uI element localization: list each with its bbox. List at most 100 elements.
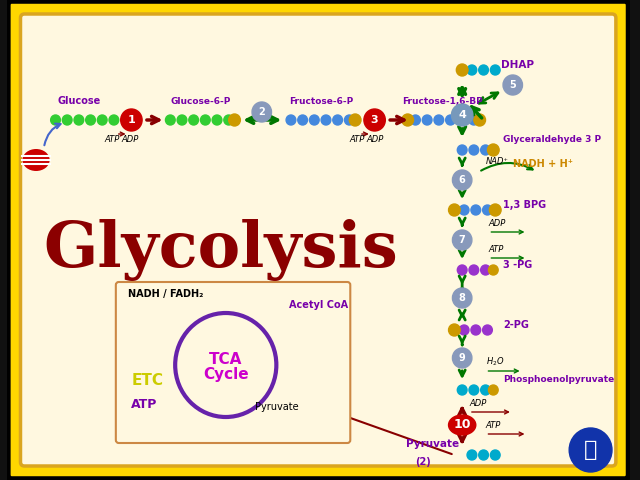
Circle shape [402, 114, 413, 126]
Circle shape [200, 115, 210, 125]
Text: DHAP: DHAP [501, 60, 534, 70]
Circle shape [294, 317, 303, 327]
Circle shape [289, 405, 299, 415]
Circle shape [212, 115, 222, 125]
Text: 2: 2 [259, 107, 265, 117]
Circle shape [469, 115, 479, 125]
Circle shape [471, 205, 481, 215]
Circle shape [321, 115, 331, 125]
Text: Phosphoenolpyruvate: Phosphoenolpyruvate [503, 375, 614, 384]
Circle shape [449, 324, 460, 336]
Circle shape [469, 385, 479, 395]
Text: Fructose-1,6-BP: Fructose-1,6-BP [402, 97, 483, 106]
Circle shape [479, 450, 488, 460]
Circle shape [252, 102, 271, 122]
Circle shape [411, 115, 420, 125]
Text: ATP: ATP [131, 398, 158, 411]
Circle shape [51, 115, 60, 125]
Circle shape [474, 114, 486, 126]
Circle shape [74, 115, 84, 125]
Circle shape [503, 75, 522, 95]
Circle shape [481, 145, 490, 155]
Circle shape [452, 348, 472, 368]
Text: 2-PG: 2-PG [503, 320, 529, 330]
Circle shape [177, 115, 187, 125]
Text: NAD⁺: NAD⁺ [486, 157, 508, 166]
Text: 6: 6 [459, 175, 465, 185]
Text: Pyruvate: Pyruvate [406, 439, 459, 449]
Text: ADP: ADP [122, 135, 139, 144]
Circle shape [490, 65, 500, 75]
Circle shape [298, 115, 307, 125]
Text: Glucose-6-P: Glucose-6-P [170, 97, 230, 106]
Text: 3 -PG: 3 -PG [503, 260, 532, 270]
Circle shape [62, 115, 72, 125]
FancyBboxPatch shape [20, 14, 616, 466]
Text: Cycle: Cycle [203, 368, 248, 383]
Text: ADP: ADP [469, 399, 486, 408]
Circle shape [189, 115, 198, 125]
Text: Acetyl CoA: Acetyl CoA [289, 300, 348, 310]
Ellipse shape [449, 415, 476, 435]
Circle shape [469, 265, 479, 275]
Circle shape [479, 65, 488, 75]
Text: 1,3 BPG: 1,3 BPG [503, 200, 546, 210]
Circle shape [458, 265, 467, 275]
Text: ATP: ATP [349, 135, 365, 144]
Circle shape [490, 204, 501, 216]
Circle shape [121, 109, 142, 131]
Text: NADH / FADH₂: NADH / FADH₂ [129, 289, 204, 299]
Circle shape [569, 428, 612, 472]
Circle shape [86, 115, 95, 125]
Circle shape [458, 115, 467, 125]
Circle shape [483, 205, 492, 215]
Circle shape [333, 115, 342, 125]
Circle shape [460, 205, 469, 215]
Circle shape [445, 115, 455, 125]
Circle shape [452, 230, 472, 250]
Text: NADH + H⁺: NADH + H⁺ [513, 159, 573, 169]
Circle shape [452, 288, 472, 308]
Circle shape [434, 115, 444, 125]
Circle shape [344, 115, 354, 125]
Text: $H_2O$: $H_2O$ [486, 356, 504, 369]
Text: 7: 7 [459, 235, 465, 245]
Circle shape [458, 385, 467, 395]
Text: ADP: ADP [488, 219, 506, 228]
Circle shape [305, 317, 316, 327]
Circle shape [349, 114, 361, 126]
Circle shape [488, 144, 499, 156]
Text: 5: 5 [509, 80, 516, 90]
Text: Fructose-6-P: Fructose-6-P [289, 97, 353, 106]
Text: 8: 8 [459, 293, 466, 303]
Circle shape [166, 115, 175, 125]
Circle shape [490, 450, 500, 460]
Text: ATP: ATP [104, 135, 120, 144]
Circle shape [309, 115, 319, 125]
Circle shape [458, 145, 467, 155]
Circle shape [467, 65, 477, 75]
FancyBboxPatch shape [8, 1, 628, 479]
Circle shape [449, 204, 460, 216]
Text: 𝓡: 𝓡 [584, 440, 597, 460]
Text: 1: 1 [127, 115, 135, 125]
Circle shape [301, 405, 310, 415]
Text: 10: 10 [453, 419, 471, 432]
Circle shape [97, 115, 107, 125]
Circle shape [422, 115, 432, 125]
Text: ATP: ATP [488, 245, 504, 254]
Circle shape [483, 325, 492, 335]
Circle shape [467, 450, 477, 460]
Text: (2): (2) [415, 457, 431, 467]
Text: 9: 9 [459, 353, 465, 363]
Text: Glycolysis: Glycolysis [44, 219, 398, 281]
Text: 3: 3 [371, 115, 378, 125]
Circle shape [451, 104, 473, 126]
Circle shape [456, 64, 468, 76]
Circle shape [452, 170, 472, 190]
Text: ATP: ATP [486, 421, 500, 430]
Circle shape [224, 115, 234, 125]
Circle shape [460, 325, 469, 335]
FancyBboxPatch shape [116, 282, 350, 443]
Text: Glucose: Glucose [58, 96, 100, 106]
